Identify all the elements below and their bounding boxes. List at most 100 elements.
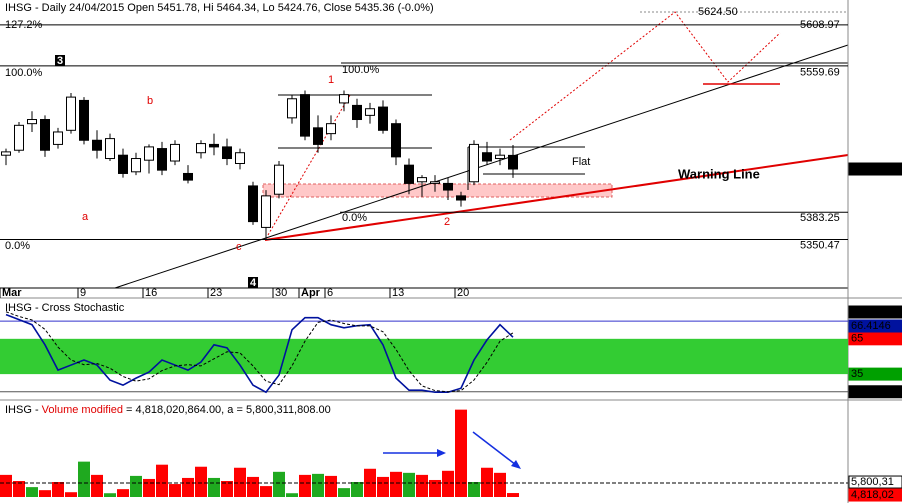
value-label-box bbox=[848, 385, 902, 399]
arrow-head bbox=[511, 460, 521, 469]
band bbox=[0, 338, 848, 375]
annotation: b bbox=[147, 95, 153, 107]
volume-bar bbox=[507, 493, 519, 497]
volume-bar bbox=[195, 466, 207, 497]
candle-body bbox=[183, 172, 193, 181]
candle-body bbox=[508, 154, 518, 170]
volume-bar bbox=[273, 471, 285, 497]
candle-body bbox=[157, 148, 167, 171]
trend-line bbox=[114, 44, 849, 289]
x-tick-label: 23 bbox=[210, 287, 222, 299]
value-label-box bbox=[848, 319, 902, 333]
candle-body bbox=[391, 123, 401, 158]
candle-body bbox=[456, 195, 466, 201]
candle-body bbox=[430, 181, 440, 184]
volume-bar bbox=[351, 482, 363, 497]
volume-bar bbox=[13, 480, 25, 497]
fib-label: 127.2% bbox=[5, 19, 43, 31]
annotation: 1 bbox=[328, 74, 334, 86]
series-line bbox=[5, 313, 514, 394]
annotation: 2 bbox=[444, 216, 450, 228]
volume-bar bbox=[247, 476, 259, 497]
volume-bar bbox=[429, 479, 441, 497]
level-label: 5383.25 bbox=[800, 212, 840, 224]
candle-body bbox=[27, 119, 37, 125]
warning-line bbox=[264, 154, 849, 241]
fib-label: 100.0% bbox=[5, 67, 43, 79]
level-label: 5608.97 bbox=[800, 19, 840, 31]
volume-bar bbox=[117, 489, 129, 497]
candle-body bbox=[443, 182, 453, 191]
candle-body bbox=[339, 94, 349, 104]
volume-bar bbox=[182, 477, 194, 497]
volume-bar bbox=[104, 493, 116, 497]
value-label-box bbox=[848, 332, 902, 346]
volume-bar bbox=[234, 467, 246, 497]
panel-title: IHSG - Volume modified = 4,818,020,864.0… bbox=[5, 404, 331, 416]
marks bbox=[0, 11, 902, 502]
volume-bar bbox=[481, 467, 493, 497]
volume-bar bbox=[286, 493, 298, 497]
volume-bar bbox=[78, 461, 90, 497]
value-label: 65 bbox=[851, 333, 863, 345]
projection bbox=[509, 11, 781, 141]
x-tick-label: 30 bbox=[275, 287, 287, 299]
candle-body bbox=[209, 143, 219, 148]
chart-title: IHSG - Daily 24/04/2015 Open 5451.78, Hi… bbox=[5, 2, 434, 14]
annotation: a bbox=[82, 211, 89, 223]
candle-body bbox=[66, 96, 76, 131]
volume-bar bbox=[377, 476, 389, 497]
label-box bbox=[248, 277, 258, 288]
volume-bar bbox=[52, 482, 64, 497]
volume-bar bbox=[468, 482, 480, 497]
candle-body bbox=[313, 127, 323, 145]
panel-title: IHSG - Cross Stochastic bbox=[5, 302, 125, 314]
volume-bar bbox=[416, 474, 428, 497]
value-label: 20 bbox=[851, 386, 863, 398]
candle-body bbox=[144, 146, 154, 161]
volume-bar bbox=[299, 474, 311, 497]
candle-body bbox=[365, 108, 375, 116]
candle-body bbox=[235, 152, 245, 165]
level-label: 5624.50 bbox=[698, 6, 738, 18]
annotation: 4 bbox=[250, 277, 257, 289]
value-label: 5,435.36 bbox=[851, 163, 894, 175]
candle-body bbox=[92, 139, 102, 151]
volume-bar bbox=[143, 478, 155, 497]
volume-bar bbox=[221, 480, 233, 497]
value-label-box bbox=[848, 162, 902, 176]
volume-bar bbox=[403, 472, 415, 497]
candle-body bbox=[131, 158, 141, 173]
value-label-box bbox=[848, 305, 902, 319]
candle-body bbox=[261, 195, 271, 228]
volume-bar bbox=[169, 484, 181, 497]
candle-body bbox=[1, 151, 11, 156]
value-label-box bbox=[848, 488, 902, 502]
candle-body bbox=[417, 177, 427, 183]
candle-body bbox=[469, 143, 479, 183]
value-label: 66.4146 bbox=[851, 320, 891, 332]
volume-bar bbox=[208, 477, 220, 497]
level-label: 5559.69 bbox=[800, 67, 840, 79]
support-zone bbox=[262, 183, 613, 198]
candle-body bbox=[248, 185, 258, 223]
candle-body bbox=[40, 119, 50, 151]
fib-label: 0.0% bbox=[342, 212, 367, 224]
volume-bar bbox=[0, 474, 12, 497]
volume-bar bbox=[312, 473, 324, 497]
title-part: IHSG - bbox=[5, 404, 42, 416]
value-label: 35 bbox=[851, 368, 863, 380]
candle-body bbox=[287, 98, 297, 119]
volume-bar bbox=[260, 486, 272, 497]
candle-body bbox=[326, 123, 336, 135]
volume-bar bbox=[442, 470, 454, 497]
candle-body bbox=[495, 154, 505, 160]
value-label: 70.0905 bbox=[851, 306, 891, 318]
x-tick-label: Apr bbox=[301, 287, 321, 299]
candle-body bbox=[14, 124, 24, 151]
annotation: Flat bbox=[572, 156, 590, 168]
candle-body bbox=[53, 131, 63, 145]
volume-bar bbox=[455, 409, 467, 497]
x-tick-label: 9 bbox=[80, 287, 86, 299]
